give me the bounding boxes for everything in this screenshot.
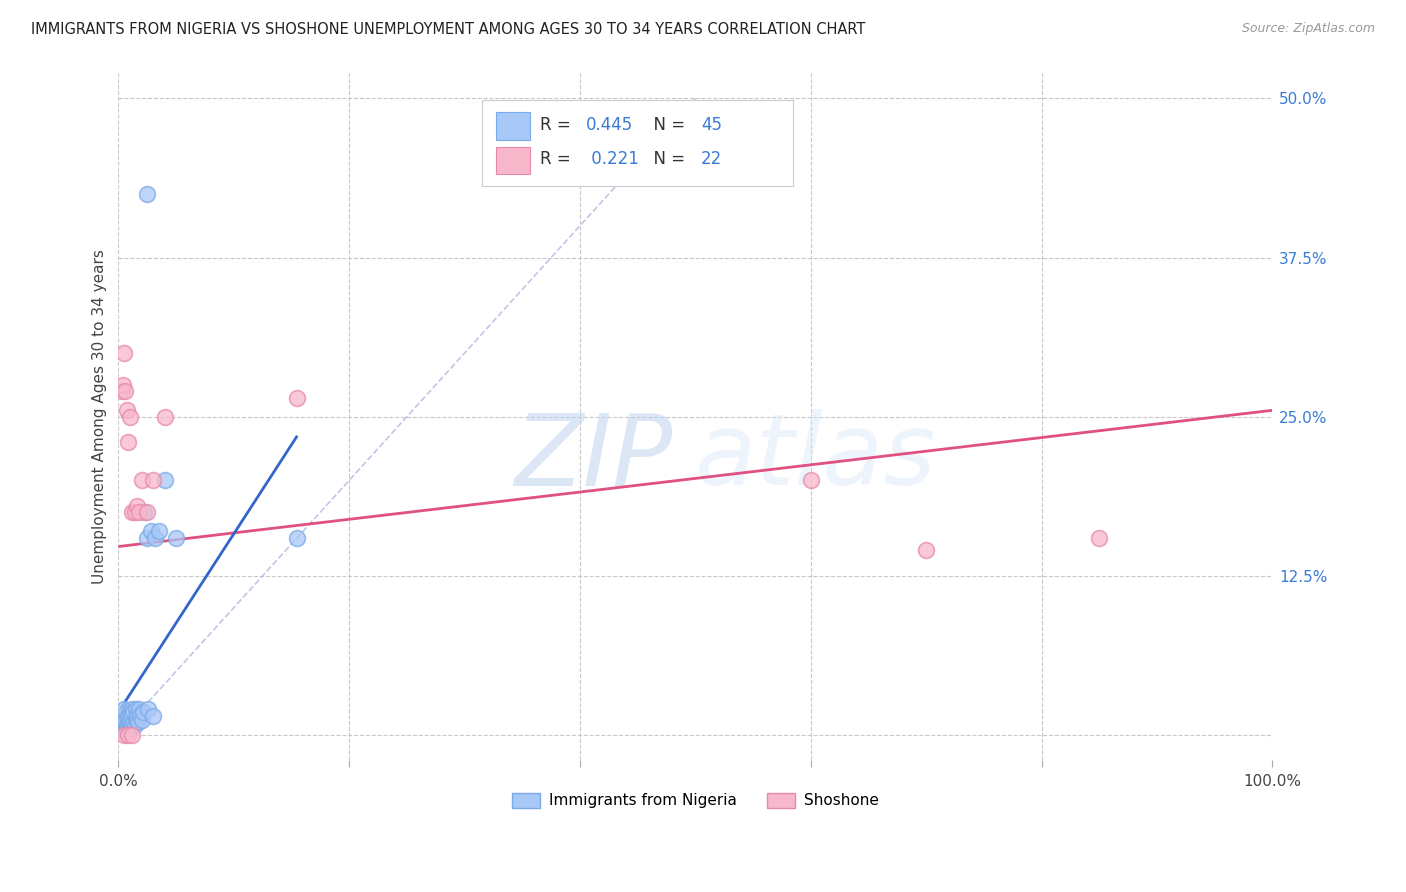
- Point: [118, 723, 141, 737]
- FancyBboxPatch shape: [496, 112, 530, 140]
- Point: [122, 715, 145, 730]
- Text: R =: R =: [540, 150, 575, 168]
- Point: [121, 505, 143, 519]
- Text: Source: ZipAtlas.com: Source: ZipAtlas.com: [1241, 22, 1375, 36]
- FancyBboxPatch shape: [496, 146, 530, 174]
- FancyBboxPatch shape: [482, 101, 793, 186]
- Point: [111, 708, 134, 723]
- Point: [165, 531, 187, 545]
- Point: [117, 728, 139, 742]
- Point: [124, 505, 146, 519]
- Point: [138, 702, 160, 716]
- Text: 45: 45: [702, 116, 723, 134]
- Point: [136, 505, 159, 519]
- Point: [117, 435, 139, 450]
- Point: [117, 708, 139, 723]
- Text: N =: N =: [644, 150, 690, 168]
- Y-axis label: Unemployment Among Ages 30 to 34 years: Unemployment Among Ages 30 to 34 years: [93, 249, 107, 584]
- Text: ZIP: ZIP: [515, 409, 672, 507]
- Point: [118, 409, 141, 424]
- Point: [128, 505, 150, 519]
- Point: [124, 717, 146, 731]
- Point: [145, 531, 167, 545]
- Point: [121, 717, 143, 731]
- Point: [1088, 531, 1111, 545]
- Point: [118, 715, 141, 730]
- Point: [125, 713, 148, 727]
- Point: [112, 702, 135, 716]
- Point: [132, 505, 155, 519]
- Point: [148, 524, 170, 539]
- Point: [112, 728, 135, 742]
- Point: [129, 708, 152, 723]
- Point: [120, 708, 142, 723]
- Text: N =: N =: [644, 116, 690, 134]
- Text: 0.445: 0.445: [586, 116, 633, 134]
- Point: [285, 531, 308, 545]
- Point: [136, 186, 159, 201]
- Point: [111, 384, 134, 399]
- Point: [111, 722, 134, 736]
- Point: [114, 384, 136, 399]
- Point: [112, 713, 135, 727]
- Point: [125, 708, 148, 723]
- Point: [115, 723, 138, 737]
- Point: [112, 346, 135, 360]
- Point: [131, 473, 153, 487]
- Point: [118, 705, 141, 719]
- Text: R =: R =: [540, 116, 575, 134]
- Legend: Immigrants from Nigeria, Shoshone: Immigrants from Nigeria, Shoshone: [506, 787, 884, 814]
- Point: [112, 719, 135, 733]
- Point: [112, 717, 135, 731]
- Point: [139, 524, 162, 539]
- Point: [115, 403, 138, 417]
- Text: IMMIGRANTS FROM NIGERIA VS SHOSHONE UNEMPLOYMENT AMONG AGES 30 TO 34 YEARS CORRE: IMMIGRANTS FROM NIGERIA VS SHOSHONE UNEM…: [31, 22, 865, 37]
- Point: [915, 543, 938, 558]
- Point: [136, 531, 159, 545]
- Point: [115, 717, 138, 731]
- Point: [142, 473, 165, 487]
- Point: [114, 715, 136, 730]
- Point: [127, 715, 149, 730]
- Point: [121, 728, 143, 742]
- Point: [142, 708, 165, 723]
- Point: [800, 473, 823, 487]
- Point: [118, 713, 141, 727]
- Point: [114, 722, 136, 736]
- Point: [153, 473, 176, 487]
- Point: [112, 377, 135, 392]
- Point: [131, 713, 153, 727]
- Text: 0.221: 0.221: [586, 150, 638, 168]
- Point: [110, 715, 132, 730]
- Point: [117, 720, 139, 734]
- Point: [125, 499, 148, 513]
- Point: [153, 409, 176, 424]
- Text: 22: 22: [702, 150, 723, 168]
- Point: [121, 702, 143, 716]
- Point: [128, 702, 150, 716]
- Text: atlas: atlas: [696, 409, 936, 507]
- Point: [122, 705, 145, 719]
- Point: [118, 722, 141, 736]
- Point: [285, 391, 308, 405]
- Point: [112, 724, 135, 739]
- Point: [120, 720, 142, 734]
- Point: [125, 702, 148, 716]
- Point: [131, 705, 153, 719]
